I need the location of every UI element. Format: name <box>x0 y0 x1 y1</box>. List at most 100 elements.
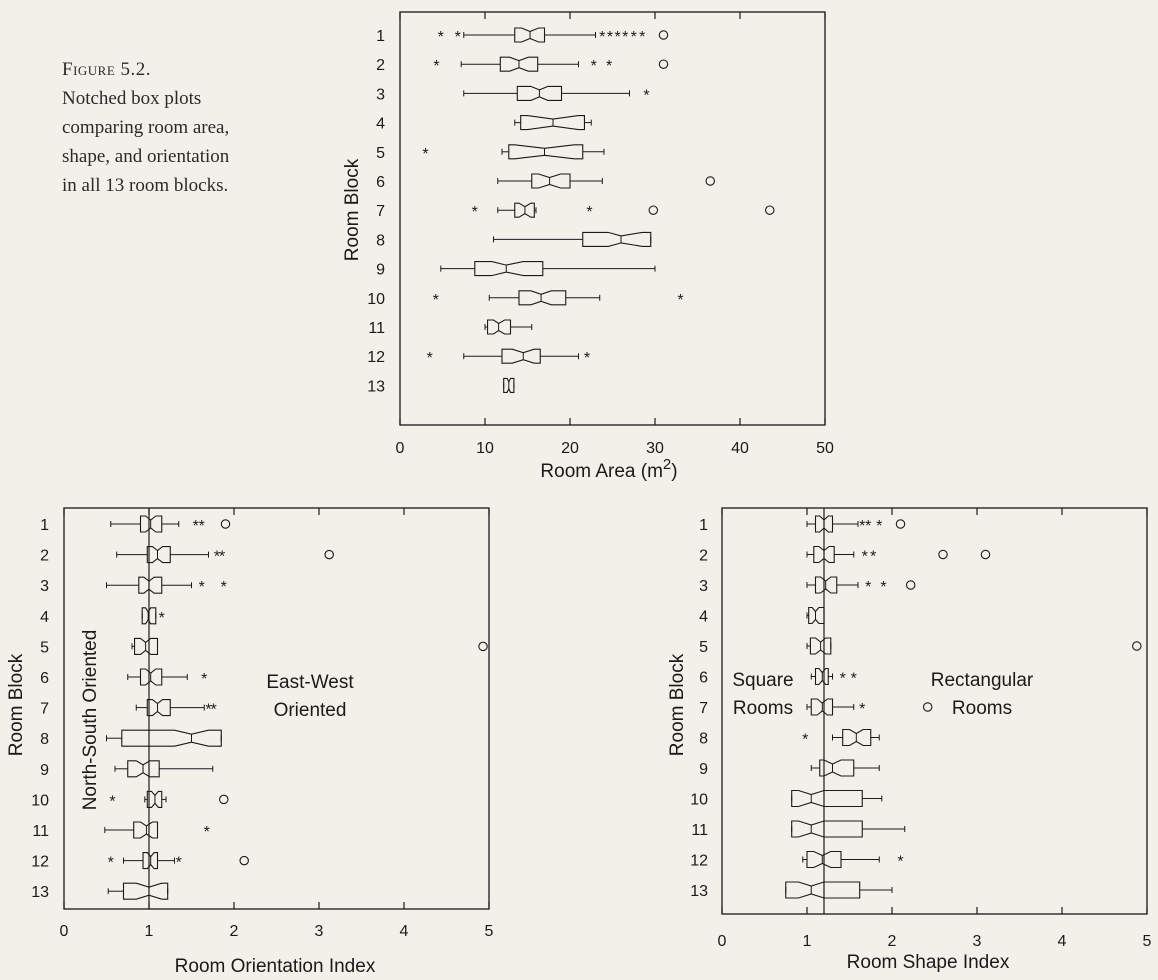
shape-x-tick-label: 3 <box>973 933 982 950</box>
orientation-outlier-star: * <box>199 518 205 535</box>
shape-outlier-star: * <box>862 549 868 566</box>
shape-notched-box <box>809 637 832 655</box>
orientation-chart-ylabel: Room Block <box>6 653 27 756</box>
shape-x-tick-label: 4 <box>1058 933 1067 950</box>
shape-category-label: 3 <box>699 578 708 595</box>
area-outlier-circle <box>764 205 775 215</box>
area-notched-box <box>520 115 586 131</box>
shape-notched-box <box>814 515 834 533</box>
orientation-notched-box <box>139 668 163 686</box>
area-notched-box <box>582 231 652 247</box>
figure-caption: Figure 5.2. Notched box plots comparing … <box>62 55 302 200</box>
orientation-notched-box <box>133 821 159 839</box>
orientation-category-label: 9 <box>40 762 49 779</box>
shape-notched-box <box>819 759 855 777</box>
orientation-category-label: 2 <box>40 548 49 565</box>
shape-outlier-circle <box>922 702 933 712</box>
orientation-notched-box <box>146 546 171 564</box>
shape-notched-box <box>814 667 829 686</box>
orientation-notched-box <box>138 576 163 594</box>
area-outlier-star: * <box>472 204 478 221</box>
square-rooms-annotation-1: Square <box>732 670 793 691</box>
area-outlier-star: * <box>422 146 428 163</box>
area-category-label: 8 <box>376 232 385 249</box>
shape-category-label: 7 <box>699 700 708 717</box>
area-outlier-star: * <box>584 350 590 367</box>
shape-x-tick-label: 1 <box>803 933 812 950</box>
orientation-outlier-star: * <box>159 610 165 627</box>
area-notched-box <box>516 85 563 101</box>
area-outlier-circle <box>705 176 715 186</box>
shape-notched-box <box>813 545 835 564</box>
rectangular-rooms-annotation-2: Rooms <box>952 698 1012 719</box>
area-outlier-star: * <box>586 204 592 221</box>
area-x-tick-label: 0 <box>396 440 405 457</box>
shape-category-label: 11 <box>691 822 708 839</box>
area-category-label: 9 <box>376 262 385 279</box>
shape-category-label: 8 <box>699 731 708 748</box>
figure-label: Figure 5.2. <box>62 59 152 80</box>
orientation-category-label: 7 <box>40 701 49 718</box>
shape-outlier-star: * <box>865 518 871 535</box>
orientation-category-label: 4 <box>40 609 49 626</box>
shape-outlier-star: * <box>870 549 876 566</box>
shape-outlier-star: * <box>897 854 903 871</box>
shape-outlier-star: * <box>859 518 865 535</box>
area-notched-box <box>486 319 512 335</box>
shape-category-label: 12 <box>690 853 708 870</box>
area-outlier-star: * <box>631 29 637 46</box>
shape-plot-frame <box>721 507 1148 915</box>
orientation-category-label: 3 <box>40 578 49 595</box>
area-category-label: 7 <box>376 203 385 220</box>
orientation-category-label: 8 <box>40 731 49 748</box>
shape-notched-box <box>810 698 834 716</box>
orientation-notched-box <box>122 882 169 900</box>
shape-x-tick-label: 0 <box>718 933 727 950</box>
area-category-label: 1 <box>376 28 385 45</box>
shape-category-label: 6 <box>699 670 708 687</box>
shape-outlier-circle <box>938 549 948 560</box>
area-outlier-star: * <box>433 292 439 309</box>
shape-category-label: 13 <box>690 883 708 900</box>
orientation-plot-frame <box>63 507 490 910</box>
orientation-outlier-circle <box>478 641 488 652</box>
orientation-notched-box <box>142 852 159 870</box>
east-west-annotation-2: Oriented <box>274 700 347 721</box>
area-x-tick-label: 20 <box>561 440 579 457</box>
east-west-annotation-1: East-West <box>266 672 354 693</box>
orientation-outlier-star: * <box>219 549 225 566</box>
orientation-category-label: 12 <box>31 854 49 871</box>
orientation-outlier-star: * <box>199 579 205 596</box>
orientation-x-tick-label: 4 <box>400 923 409 940</box>
shape-outlier-star: * <box>865 579 871 596</box>
orientation-outlier-star: * <box>204 824 210 841</box>
orientation-outlier-star: * <box>205 702 211 719</box>
area-category-label: 4 <box>376 116 385 133</box>
orientation-category-label: 1 <box>40 517 49 534</box>
orientation-outlier-star: * <box>221 579 227 596</box>
area-outlier-star: * <box>614 29 620 46</box>
orientation-category-label: 5 <box>40 639 49 656</box>
shape-notched-box <box>814 576 838 594</box>
area-outlier-star: * <box>427 350 433 367</box>
area-outlier-star: * <box>607 29 613 46</box>
shape-outlier-star: * <box>851 671 857 688</box>
area-chart-xlabel: Room Area (m2) <box>540 456 677 482</box>
shape-x-tick-label: 2 <box>888 933 897 950</box>
orientation-notched-box <box>121 729 222 747</box>
area-category-label: 12 <box>367 349 385 366</box>
area-category-label: 5 <box>376 145 385 162</box>
area-outlier-circle <box>658 59 669 69</box>
shape-notched-box <box>806 850 842 869</box>
orientation-notched-box <box>127 760 160 778</box>
shape-outlier-star: * <box>859 701 865 718</box>
area-category-label: 11 <box>368 320 385 337</box>
area-notched-box <box>474 261 544 277</box>
area-outlier-circle <box>658 30 669 40</box>
area-notched-box <box>518 290 567 306</box>
north-south-annotation: North-South Oriented <box>80 630 101 811</box>
area-category-label: 10 <box>367 291 385 308</box>
area-category-label: 13 <box>367 378 385 395</box>
area-outlier-star: * <box>438 29 444 46</box>
area-notched-box <box>499 56 539 72</box>
